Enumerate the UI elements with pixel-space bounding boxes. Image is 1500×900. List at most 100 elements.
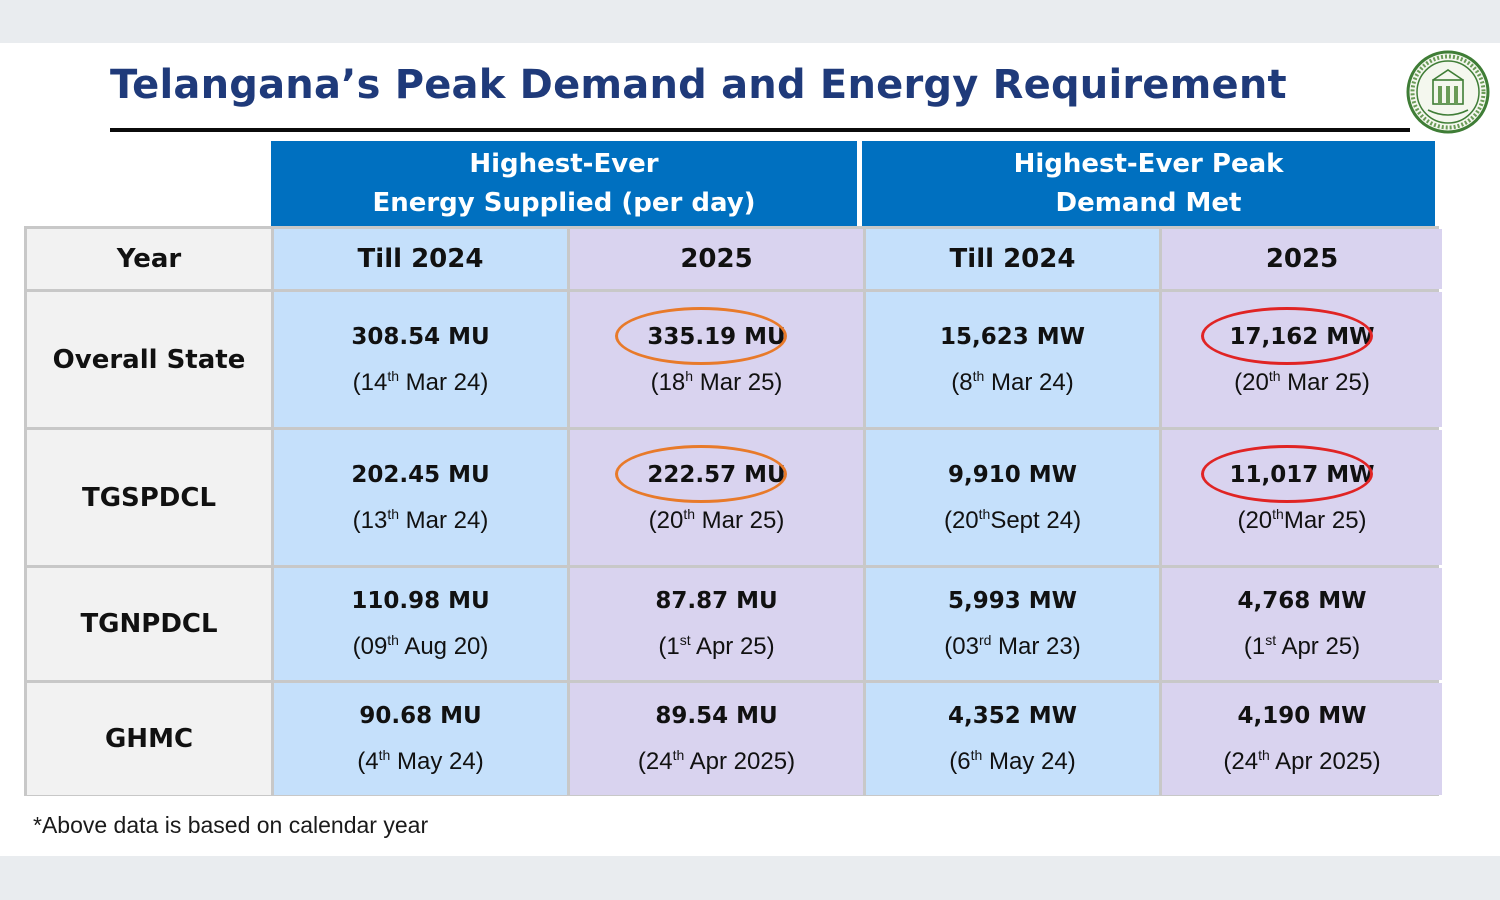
cell-value: 5,993 MW (947, 588, 1077, 614)
table-cell: 4,352 MW (6th May 24) (866, 683, 1159, 795)
cell-date-suffix: h (685, 367, 694, 384)
table-cell: 90.68 MU (4th May 24) (274, 683, 567, 795)
cell-date-rest: Mar 23) (991, 633, 1081, 660)
cell-date-day: 03 (952, 633, 979, 660)
cell-date-day: 1 (666, 633, 680, 660)
cell-date-day: 8 (959, 368, 973, 396)
cell-date-suffix: th (378, 747, 391, 763)
cell-date: (24th Apr 2025) (637, 747, 796, 775)
cell-date-day: 18 (658, 368, 686, 396)
table-cell: 89.54 MU (24th Apr 2025) (570, 683, 863, 795)
cell-date-suffix: th (672, 747, 685, 763)
government-of-telangana-emblem-icon (1406, 50, 1490, 134)
cell-value: 202.45 MU (351, 461, 490, 488)
cell-date: (20thMar 25) (1237, 505, 1367, 534)
header-group-energy-supplied: Highest-Ever Energy Supplied (per day) (271, 141, 857, 226)
cell-date-suffix: th (1258, 747, 1270, 763)
table-cell: 4,190 MW (24th Apr 2025) (1162, 683, 1442, 795)
cell-date-rest: Apr 2025) (684, 748, 796, 775)
cell-date-rest: May 24) (390, 748, 484, 775)
cell-value-text: 17,162 MW (1229, 323, 1375, 350)
title-underline (110, 128, 1410, 132)
row-label-tgnpdcl: TGNPDCL (27, 568, 271, 680)
cell-date-suffix: th (387, 505, 400, 522)
header-group-energy-line1: Highest-Ever (469, 148, 659, 179)
cell-date: (20th Mar 25) (1234, 367, 1370, 396)
cell-date-suffix: th (972, 367, 985, 384)
cell-date-rest: Mar 25) (1283, 506, 1367, 534)
header-group-demand-line2: Demand Met (1055, 187, 1242, 218)
cell-date: (1st Apr 25) (1243, 632, 1361, 660)
cell-date-rest: Mar 24) (984, 368, 1074, 396)
cell-date: (14th Mar 24) (352, 367, 489, 396)
table-cell: 222.57 MU (20th Mar 25) (570, 430, 863, 565)
table-cell: 110.98 MU (09th Aug 20) (274, 568, 567, 680)
cell-date-day: 24 (645, 748, 673, 775)
cell-date-day: 20 (1245, 506, 1273, 534)
page-title: Telangana’s Peak Demand and Energy Requi… (110, 62, 1287, 108)
column-header-energy-2025: 2025 (570, 229, 863, 289)
table-cell: 9,910 MW (20thSept 24) (866, 430, 1159, 565)
cell-value: 308.54 MU (351, 323, 490, 350)
header-group-energy-line2: Energy Supplied (per day) (372, 187, 756, 218)
cell-date-day: 20 (951, 506, 979, 534)
cell-value: 110.98 MU (351, 588, 490, 614)
cell-date-day: 20 (656, 506, 684, 534)
cell-date: (20thSept 24) (943, 505, 1082, 534)
data-table: Year Till 2024 2025 Till 2024 2025 Overa… (24, 226, 1442, 796)
cell-date-suffix: th (1268, 367, 1281, 384)
cell-date-rest: Mar 24) (399, 368, 489, 396)
header-group-demand-line1: Highest-Ever Peak (1013, 148, 1284, 179)
cell-value: 4,352 MW (947, 703, 1077, 729)
cell-date-day: 1 (1251, 633, 1266, 660)
cell-date: (8th Mar 24) (951, 367, 1074, 396)
cell-date: (20th Mar 25) (648, 505, 785, 534)
cell-value: 4,768 MW (1237, 588, 1367, 614)
cell-date-rest: Mar 24) (399, 506, 489, 534)
column-header-year: Year (27, 229, 271, 289)
table-cell: 202.45 MU (13th Mar 24) (274, 430, 567, 565)
cell-date-day: 13 (360, 506, 388, 534)
cell-date-suffix: th (387, 367, 400, 384)
cell-value: 90.68 MU (359, 703, 482, 729)
cell-date-suffix: th (387, 632, 399, 648)
cell-date: (1st Apr 25) (658, 632, 775, 660)
cell-date-rest: Sept 24) (990, 506, 1082, 534)
footnote: *Above data is based on calendar year (33, 812, 429, 838)
cell-date-rest: Apr 25) (1276, 633, 1361, 660)
cell-date-suffix: th (970, 747, 983, 763)
cell-date: (18h Mar 25) (650, 367, 783, 396)
cell-date-day: 6 (957, 748, 971, 775)
cell-value: 89.54 MU (655, 703, 778, 729)
cell-date-day: 14 (360, 368, 388, 396)
cell-date-suffix: rd (978, 632, 992, 648)
column-header-demand-2025: 2025 (1162, 229, 1442, 289)
cell-value-highlighted: 335.19 MU (615, 306, 788, 365)
cell-date-suffix: th (978, 505, 991, 522)
cell-date-rest: Mar 25) (693, 368, 783, 396)
row-label-ghmc: GHMC (27, 683, 271, 795)
table-cell: 15,623 MW (8th Mar 24) (866, 292, 1159, 427)
cell-date-suffix: st (1265, 632, 1277, 648)
row-label-overall-state: Overall State (27, 292, 271, 427)
table-cell: 308.54 MU (14th Mar 24) (274, 292, 567, 427)
table-cell: 87.87 MU (1st Apr 25) (570, 568, 863, 680)
table-cell: 5,993 MW (03rd Mar 23) (866, 568, 1159, 680)
cell-date-rest: Mar 25) (695, 506, 785, 534)
cell-date-rest: Apr 2025) (1269, 748, 1381, 775)
cell-value-text: 222.57 MU (647, 461, 786, 488)
cell-date-day: 4 (365, 748, 379, 775)
cell-date-day: 09 (360, 633, 388, 660)
cell-value-text: 11,017 MW (1229, 461, 1375, 488)
column-header-demand-till-2024: Till 2024 (866, 229, 1159, 289)
cell-date-suffix: st (679, 632, 691, 648)
table-cell: 4,768 MW (1st Apr 25) (1162, 568, 1442, 680)
cell-value: 87.87 MU (655, 588, 778, 614)
row-label-tgspdcl: TGSPDCL (27, 430, 271, 565)
cell-date-rest: Aug 20) (398, 633, 489, 660)
cell-date: (13th Mar 24) (352, 505, 489, 534)
cell-date: (09th Aug 20) (352, 632, 489, 660)
cell-value: 4,190 MW (1237, 703, 1367, 729)
table-cell: 17,162 MW (20th Mar 25) (1162, 292, 1442, 427)
cell-date-day: 24 (1231, 748, 1259, 775)
